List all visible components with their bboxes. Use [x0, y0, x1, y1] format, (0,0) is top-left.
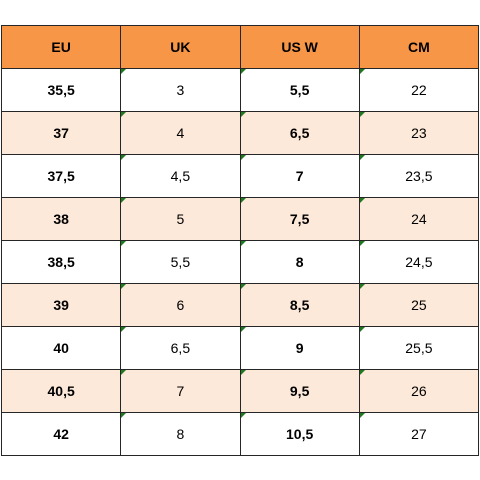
cell-uk: 6,5 [120, 326, 241, 370]
cell-uk: 4,5 [120, 154, 241, 198]
table-row: 40 6,5 9 25,5 [0, 326, 480, 370]
cell-eu: 37,5 [0, 154, 122, 198]
cell-eu: 40,5 [0, 369, 122, 413]
cell-cm: 25,5 [358, 326, 480, 370]
cell-cm: 23,5 [358, 154, 480, 198]
cell-us-w: 8,5 [239, 283, 360, 327]
cell-us-w: 9,5 [239, 369, 360, 413]
table-row: 40,5 7 9,5 26 [0, 369, 480, 413]
cell-cm: 22 [358, 68, 480, 112]
cell-us-w: 7,5 [239, 197, 360, 241]
cell-eu: 40 [0, 326, 122, 370]
cell-uk: 7 [120, 369, 241, 413]
cell-uk: 5 [120, 197, 241, 241]
cell-us-w: 6,5 [239, 111, 360, 155]
header-eu: EU [0, 25, 122, 69]
table-row: 38 5 7,5 24 [0, 197, 480, 241]
table-row: 38,5 5,5 8 24,5 [0, 240, 480, 284]
cell-cm: 26 [358, 369, 480, 413]
cell-uk: 8 [120, 412, 241, 456]
cell-us-w: 7 [239, 154, 360, 198]
header-uk: UK [120, 25, 241, 69]
cell-cm: 25 [358, 283, 480, 327]
size-conversion-table: EU UK US W CM 35,5 3 5,5 22 37 4 6,5 23 … [0, 25, 480, 456]
table-row: 42 8 10,5 27 [0, 412, 480, 456]
cell-us-w: 8 [239, 240, 360, 284]
cell-eu: 35,5 [0, 68, 122, 112]
cell-us-w: 10,5 [239, 412, 360, 456]
cell-eu: 39 [0, 283, 122, 327]
cell-uk: 6 [120, 283, 241, 327]
cell-cm: 27 [358, 412, 480, 456]
cell-cm: 24,5 [358, 240, 480, 284]
table-row: 35,5 3 5,5 22 [0, 68, 480, 112]
header-cm: CM [358, 25, 480, 69]
cell-cm: 23 [358, 111, 480, 155]
table-row: 37,5 4,5 7 23,5 [0, 154, 480, 198]
cell-us-w: 9 [239, 326, 360, 370]
table-row: 37 4 6,5 23 [0, 111, 480, 155]
cell-eu: 37 [0, 111, 122, 155]
cell-cm: 24 [358, 197, 480, 241]
cell-eu: 42 [0, 412, 122, 456]
cell-uk: 4 [120, 111, 241, 155]
cell-uk: 3 [120, 68, 241, 112]
header-us-w: US W [239, 25, 360, 69]
cell-eu: 38,5 [0, 240, 122, 284]
cell-us-w: 5,5 [239, 68, 360, 112]
cell-eu: 38 [0, 197, 122, 241]
header-row: EU UK US W CM [0, 25, 480, 69]
table-row: 39 6 8,5 25 [0, 283, 480, 327]
cell-uk: 5,5 [120, 240, 241, 284]
